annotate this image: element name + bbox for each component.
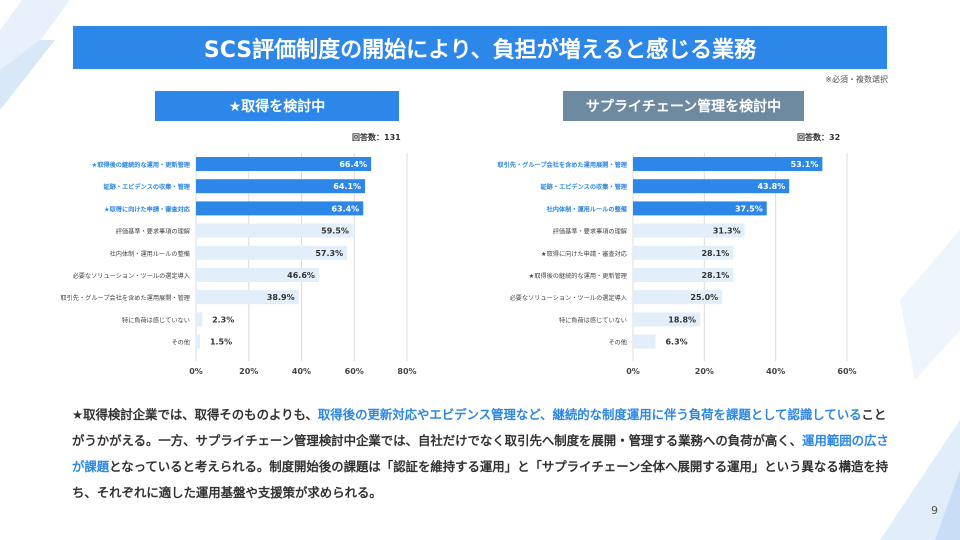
x-tick-label: 80% bbox=[397, 367, 416, 376]
x-tick-label: 0% bbox=[626, 367, 640, 376]
category-label: ★取得後の継続的な運用・更新管理 bbox=[92, 161, 191, 169]
bar bbox=[196, 223, 353, 238]
selection-note: ※必須・複数選択 bbox=[825, 75, 888, 84]
summary-text-1: ★取得検討企業では、取得そのものよりも、 bbox=[72, 407, 318, 422]
category-label: 社内体制・運用ルールの整備 bbox=[110, 250, 190, 258]
data-label: 28.1% bbox=[701, 249, 729, 258]
category-label: その他 bbox=[171, 339, 190, 347]
data-label: 6.3% bbox=[665, 338, 687, 347]
page-number: 9 bbox=[931, 504, 938, 517]
data-label: 31.3% bbox=[713, 227, 741, 236]
left-respondent-count: 回答数：131 bbox=[352, 133, 401, 142]
category-label: 証跡・エビデンスの収集・管理 bbox=[540, 183, 627, 191]
data-label: 25.0% bbox=[690, 293, 718, 302]
bar bbox=[196, 245, 348, 260]
x-tick-label: 20% bbox=[239, 367, 258, 376]
summary-paragraph: ★取得検討企業では、取得そのものよりも、取得後の更新対応やエビデンス管理など、継… bbox=[72, 402, 892, 506]
bar bbox=[196, 201, 364, 216]
category-label: 評価基準・要求事項の理解 bbox=[116, 228, 190, 236]
category-label: 取引先・グループ会社を含めた運用展開・管理 bbox=[60, 294, 190, 302]
bar bbox=[633, 312, 701, 327]
category-label: 取引先・グループ会社を含めた運用展開・管理 bbox=[497, 161, 627, 169]
summary-text-3: となっていると考えられる。制度開始後の課題は「認証を維持する運用」と「サプライチ… bbox=[72, 459, 889, 500]
bar bbox=[196, 179, 366, 194]
bar bbox=[196, 268, 319, 282]
data-label: 38.9% bbox=[267, 293, 295, 302]
data-label: 1.5% bbox=[210, 338, 232, 347]
right-bar-chart: 0% 20% 40% 60% 取引先・グループ会社を含めた運用展開・管理 53.1% 証跡・… bbox=[497, 153, 857, 376]
bar bbox=[196, 290, 299, 305]
data-label: 63.4% bbox=[331, 204, 359, 213]
category-label: 証跡・エビデンスの収集・管理 bbox=[103, 183, 190, 191]
summary-highlight-2: 運用範囲の広さが課題 bbox=[72, 433, 889, 474]
x-tick-label: 20% bbox=[695, 367, 714, 376]
x-tick-label: 0% bbox=[189, 367, 203, 376]
bar bbox=[633, 268, 734, 282]
bar bbox=[633, 290, 723, 305]
bar bbox=[633, 223, 745, 238]
data-label: 46.6% bbox=[287, 271, 315, 280]
category-label: ★取得に向けた申請・審査対応 bbox=[104, 205, 191, 213]
data-label: 64.1% bbox=[333, 182, 361, 191]
right-panel-title: サプライチェーン管理を検討中 bbox=[563, 91, 804, 121]
bar bbox=[196, 334, 200, 349]
x-tick-label: 40% bbox=[766, 367, 785, 376]
bar bbox=[633, 179, 790, 194]
bar bbox=[196, 157, 372, 171]
bar bbox=[196, 312, 203, 327]
category-label: 特に負荷は感じていない bbox=[559, 316, 627, 324]
category-label: その他 bbox=[608, 339, 627, 347]
bar bbox=[633, 201, 767, 216]
x-tick-label: 60% bbox=[345, 367, 364, 376]
data-label: 28.1% bbox=[701, 271, 729, 280]
category-label: ★取得後の継続的な運用・更新管理 bbox=[529, 272, 627, 280]
summary-text-2: ことがうかがえる。一方、サプライチェーン管理検討中企業では、自社だけでなく取引先… bbox=[72, 407, 887, 448]
bar bbox=[633, 245, 734, 260]
left-panel-title: ★取得を検討中 bbox=[155, 91, 399, 121]
summary-highlight-1: 取得後の更新対応やエビデンス管理など、継続的な制度運用に伴う負荷を課題として認識… bbox=[317, 407, 862, 422]
x-tick-label: 40% bbox=[292, 367, 311, 376]
data-label: 53.1% bbox=[791, 160, 819, 169]
category-label: 評価基準・要求事項の理解 bbox=[553, 228, 627, 236]
category-label: 必要なソリューション・ツールの選定導入 bbox=[510, 294, 627, 302]
category-label: 特に負荷は感じていない bbox=[122, 316, 190, 324]
bar bbox=[633, 334, 656, 349]
category-label: 必要なソリューション・ツールの選定導入 bbox=[73, 272, 190, 280]
data-label: 43.8% bbox=[757, 182, 785, 191]
bar bbox=[633, 157, 823, 171]
left-bar-chart: 0% 20% 40% 60% 80% ★取得後の継続的な運用・更新管理 66.4% 証跡・エビ… bbox=[60, 153, 417, 376]
data-label: 57.3% bbox=[315, 249, 343, 258]
right-respondent-count: 回答数：32 bbox=[797, 133, 841, 142]
data-label: 66.4% bbox=[339, 160, 367, 169]
data-label: 18.8% bbox=[668, 315, 696, 324]
category-label: 社内体制・運用ルールの整備 bbox=[546, 205, 627, 213]
data-label: 2.3% bbox=[212, 315, 234, 324]
data-label: 37.5% bbox=[735, 204, 763, 213]
slide-title: SCS評価制度の開始により、負担が増えると感じる業務 bbox=[73, 26, 887, 69]
data-label: 59.5% bbox=[321, 227, 349, 236]
category-label: ★取得に向けた申請・審査対応 bbox=[541, 250, 627, 258]
x-tick-label: 60% bbox=[837, 367, 856, 376]
